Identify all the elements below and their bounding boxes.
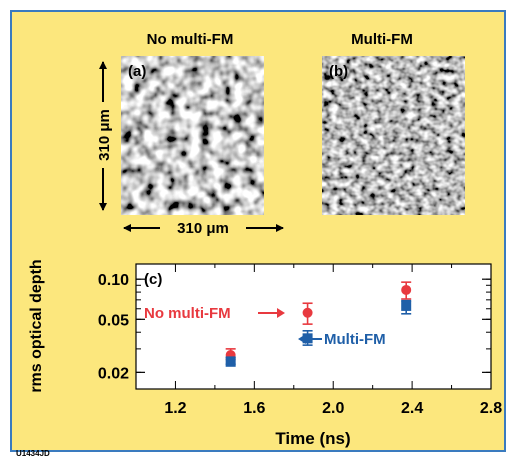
speckle-image-no-multi-fm [121,56,264,215]
vertical-scale-label: 310 μm [96,109,113,161]
panel-b-heading: Multi-FM [351,31,413,48]
axis-ticks [136,264,492,389]
data-point-no-multi-fm [302,307,313,318]
data-point-multi-fm [225,356,236,367]
horizontal-scale-label: 310 μm [177,220,229,237]
horizontal-scale-gap [160,219,246,237]
panel-a-label: (a) [128,63,146,80]
figure-id: U1434JD [16,449,50,458]
data-point-multi-fm [401,300,412,311]
y-axis-label: rms optical depth [28,259,45,392]
y-tick-labels: 0.10 0.05 0.02 [98,272,129,382]
y-tick-label: 0.02 [98,365,129,382]
panel-c-label: (c) [144,271,162,288]
data-point-no-multi-fm [401,284,412,295]
panel-a-heading: No multi-FM [147,31,234,48]
annotation-red-arrowhead [277,308,285,318]
x-axis-label: Time (ns) [275,429,350,448]
x-tick-label: 2.8 [480,400,502,417]
x-tick-label: 2.4 [401,400,423,417]
x-tick-label: 1.6 [243,400,265,417]
y-tick-label: 0.05 [98,312,129,329]
y-tick-label: 0.10 [98,272,129,289]
plot-area [135,263,492,390]
annotation-multi-fm: Multi-FM [324,331,386,348]
annotation-no-multi-fm: No multi-FM [144,305,231,322]
x-tick-labels: 1.2 1.6 2.0 2.4 2.8 [164,400,502,417]
annotation-blue-arrowhead [298,334,306,344]
vertical-scale-gap [94,102,112,168]
x-tick-label: 2.0 [322,400,344,417]
panel-b-label: (b) [329,63,348,80]
speckle-image-multi-fm [322,56,465,215]
x-tick-label: 1.2 [164,400,186,417]
